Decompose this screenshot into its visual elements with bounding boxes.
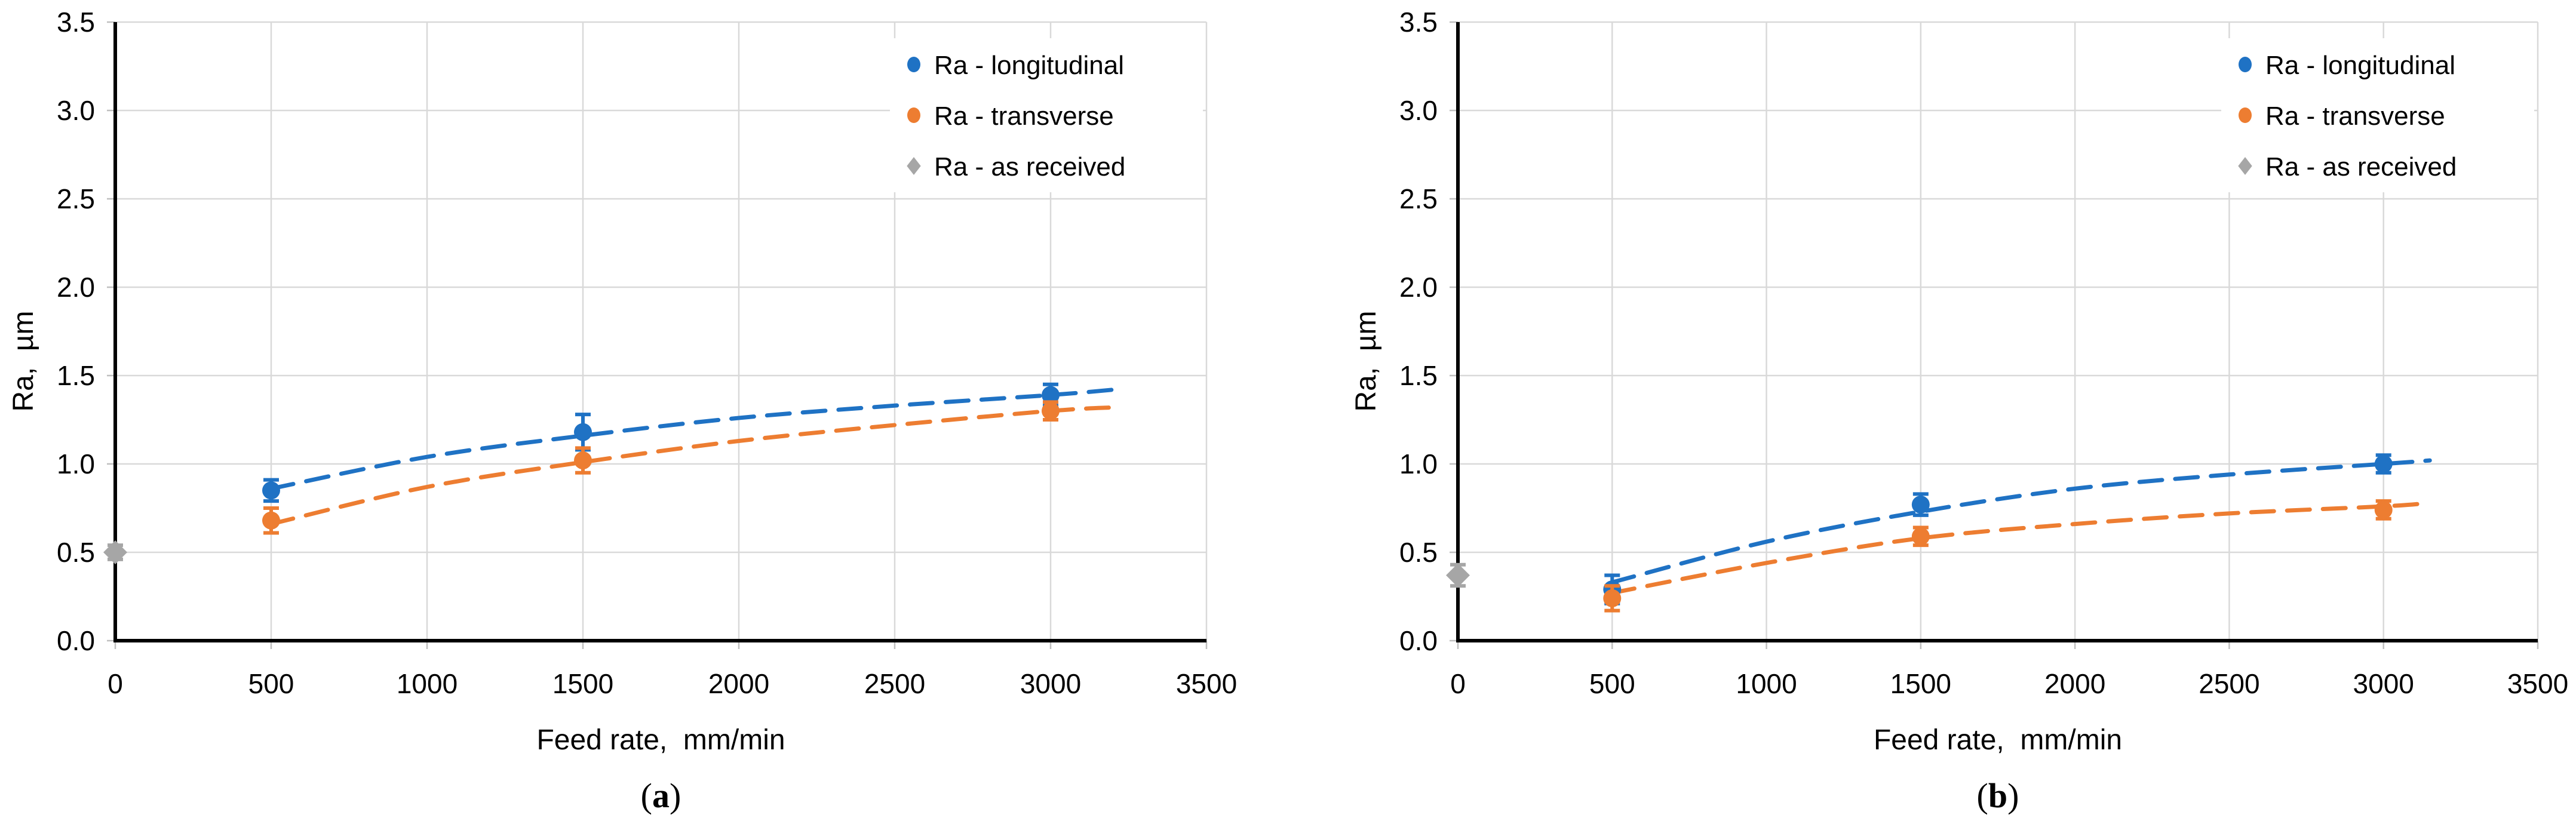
y-tick-label: 2.0 — [1399, 272, 1438, 303]
panel-a: 0 500 1000 1500 2000 2500 3000 3500 0.0 0.5 1.0 1.5… — [8, 7, 1237, 815]
trendline-transverse — [1610, 500, 2432, 595]
panel-label: (b) — [1977, 776, 2019, 815]
data-point — [1042, 402, 1060, 420]
series-ra-transverse — [1603, 499, 2393, 613]
y-tick-label: 2.5 — [1399, 183, 1438, 214]
legend-background — [2221, 38, 2534, 192]
series-ra-longitudinal — [262, 382, 1060, 503]
x-tick-label: 1000 — [397, 668, 458, 699]
series-ra-transverse — [262, 400, 1060, 535]
y-tick-label: 2.0 — [57, 272, 95, 303]
legend-item: Ra - as received — [907, 152, 1125, 182]
legend-item: Ra - longitudinal — [2239, 51, 2455, 80]
legend-marker-diamond-icon — [907, 157, 921, 175]
y-tick-label: 1.5 — [1399, 360, 1438, 391]
y-tick-label: 3.5 — [1399, 7, 1438, 38]
x-axis-title: Feed rate, mm/min — [536, 724, 785, 756]
data-point — [1911, 527, 1930, 546]
x-tick-label: 1500 — [552, 668, 613, 699]
x-tick-label: 1000 — [1736, 668, 1797, 699]
x-tick-label: 0 — [1450, 668, 1466, 699]
legend-item: Ra - as received — [2238, 152, 2457, 182]
trendline-transverse — [269, 405, 1115, 527]
y-tick-label: 0.0 — [57, 625, 95, 656]
panel-b: 0 500 1000 1500 2000 2500 3000 3500 0.0 0.5 1.0 1.5… — [1288, 0, 2575, 821]
y-tick-label: 2.5 — [57, 183, 95, 214]
chart-a: 0 500 1000 1500 2000 2500 3000 3500 0.0 0.5 1.0 1.5… — [8, 7, 1237, 815]
data-point — [2374, 455, 2393, 473]
y-axis-title: Ra, µm — [8, 310, 39, 411]
y-tick-label: 1.0 — [1399, 448, 1438, 479]
x-tick-label: 3500 — [1176, 668, 1237, 699]
y-tick-label: 0.0 — [1399, 625, 1438, 656]
data-point — [1911, 496, 1930, 514]
trendline-longitudinal — [269, 388, 1115, 491]
legend-label: Ra - as received — [2265, 152, 2457, 182]
x-tick-label: 500 — [248, 668, 294, 699]
y-tick-label: 3.0 — [1399, 95, 1438, 126]
x-tick-label: 3500 — [2507, 668, 2568, 699]
trendline-longitudinal — [1610, 458, 2432, 585]
data-point — [574, 451, 592, 470]
x-tick-label: 500 — [1589, 668, 1635, 699]
legend-background — [890, 38, 1203, 192]
series-ra-longitudinal — [1603, 453, 2393, 605]
y-tick-label: 3.0 — [57, 95, 95, 126]
x-tick-label: 0 — [108, 668, 123, 699]
x-tick-label: 3000 — [2353, 668, 2414, 699]
data-point — [262, 511, 280, 530]
y-tick-label: 0.5 — [57, 537, 95, 568]
legend-marker-circle-icon — [2239, 57, 2252, 72]
data-point — [2374, 500, 2393, 519]
x-tick-label: 1500 — [1890, 668, 1951, 699]
data-point — [262, 481, 280, 500]
legend: Ra - longitudinal Ra - transverse Ra - as … — [2221, 38, 2534, 192]
x-axis-title: Feed rate, mm/min — [1874, 724, 2122, 756]
data-point-diamond — [1446, 563, 1470, 588]
legend-item: Ra - transverse — [907, 102, 1114, 131]
legend-marker-circle-icon — [907, 107, 920, 123]
legend-label: Ra - as received — [934, 152, 1125, 182]
x-tick-label: 3000 — [1020, 668, 1081, 699]
y-tick-label: 1.0 — [57, 448, 95, 479]
panel-label: (a) — [641, 776, 681, 815]
x-tick-label: 2500 — [2199, 668, 2259, 699]
chart-b: 0 500 1000 1500 2000 2500 3000 3500 0.0 0.5 1.0 1.5… — [1350, 7, 2568, 815]
x-tick-label: 2000 — [708, 668, 769, 699]
legend-label: Ra - transverse — [2265, 102, 2445, 131]
data-point — [1603, 589, 1622, 607]
x-tick-label: 2000 — [2044, 668, 2105, 699]
legend-marker-circle-icon — [2239, 107, 2252, 123]
data-point — [574, 423, 592, 441]
y-tick-label: 0.5 — [1399, 537, 1438, 568]
x-tick-label: 2500 — [864, 668, 925, 699]
series-ra-as-received — [1446, 562, 1470, 588]
series-ra-as-received — [103, 540, 127, 564]
legend-label: Ra - transverse — [934, 102, 1114, 131]
y-axis-title: Ra, µm — [1350, 310, 1382, 411]
data-point — [1042, 386, 1060, 404]
data-point-diamond — [103, 540, 127, 564]
legend-label: Ra - longitudinal — [934, 51, 1124, 80]
legend: Ra - longitudinal Ra - transverse Ra - as … — [890, 38, 1203, 192]
y-tick-label: 1.5 — [57, 360, 95, 391]
y-tick-label: 3.5 — [57, 7, 95, 38]
legend-marker-circle-icon — [907, 57, 920, 72]
legend-label: Ra - longitudinal — [2265, 51, 2455, 80]
legend-item: Ra - transverse — [2239, 102, 2445, 131]
legend-item: Ra - longitudinal — [907, 51, 1124, 80]
